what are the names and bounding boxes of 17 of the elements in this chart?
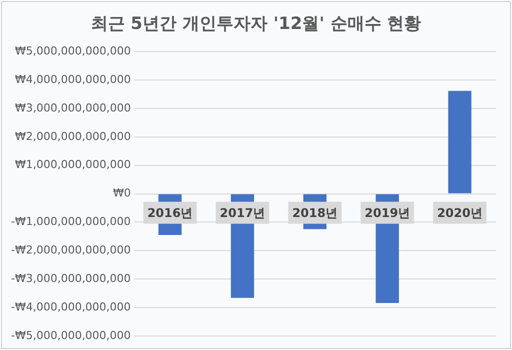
y-tick-label: ₩2,000,000,000,000 [14,130,131,143]
y-tick-label: -₩1,000,000,000,000 [10,215,131,228]
x-tick-label: 2017년 [220,206,266,220]
y-tick-label: ₩4,000,000,000,000 [14,72,131,86]
y-tick-label: ₩0 [112,186,131,200]
chart-title: 최근 5년간 개인투자자 '12월' 순매수 현황 [90,13,422,35]
x-tick-label: 2020년 [437,206,482,220]
y-tick-label: ₩1,000,000,000,000 [14,158,131,172]
y-tick-label: -₩5,000,000,000,000 [10,328,131,342]
y-tick-label: -₩4,000,000,000,000 [10,300,131,314]
y-tick-label: -₩3,000,000,000,000 [10,272,131,285]
x-tick-label: 2016년 [147,206,193,220]
x-tick-label: 2018년 [292,206,338,220]
x-tick-label: 2019년 [364,206,410,220]
y-tick-label: ₩3,000,000,000,000 [14,101,131,114]
y-tick-label: -₩2,000,000,000,000 [10,244,131,257]
y-tick-label: ₩5,000,000,000,000 [14,44,131,58]
